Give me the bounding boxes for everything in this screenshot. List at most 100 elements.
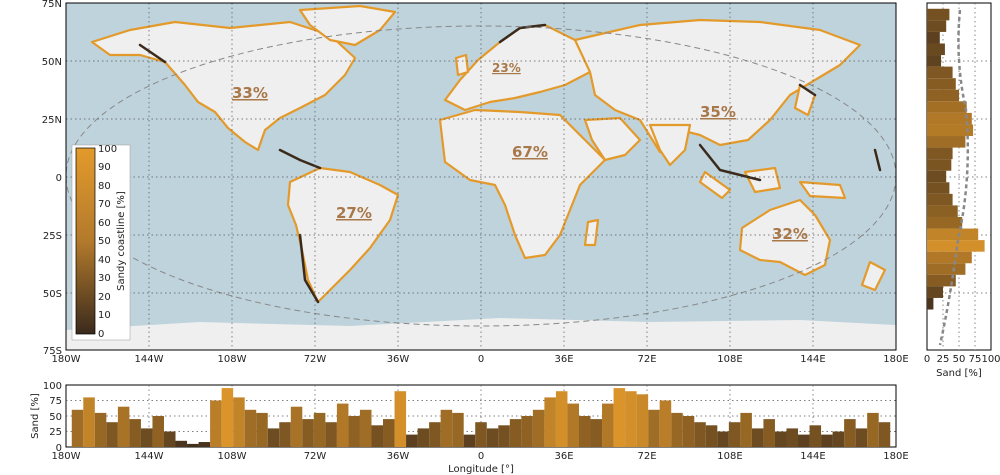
latitude-sand-bar: [927, 20, 947, 32]
longitude-sand-bar: [417, 428, 430, 447]
arabia-land: [583, 116, 642, 162]
bottom-panel-xlabel: Longitude [°]: [448, 464, 514, 475]
latitude-sand-bar: [927, 124, 974, 137]
uk-land: [454, 53, 470, 77]
longitude-sand-bar: [751, 428, 764, 447]
australia-land: [738, 198, 832, 277]
right-xtick: 0: [924, 354, 930, 365]
longitude-sand-bar: [544, 397, 556, 447]
lon-tick: 0: [478, 354, 484, 365]
latitude-sand-bar: [927, 78, 956, 90]
longitude-sand-bar: [844, 419, 856, 447]
longitude-sand-bar: [83, 397, 95, 447]
longitude-sand-bar: [140, 428, 153, 447]
latitude-sand-bar: [927, 112, 972, 125]
continent-percentages: 33% 23% 35% 67% 27% 32%: [232, 61, 808, 243]
madagascar-land: [583, 218, 600, 247]
right-xtick: 50: [953, 354, 966, 365]
south-america-pct: 27%: [336, 204, 372, 222]
south-america-land: [286, 166, 400, 304]
bottom-xtick: 72E: [637, 451, 656, 462]
longitude-sand-bar: [383, 419, 395, 447]
latitude-sand-bar: [927, 159, 952, 171]
bottom-panel-yticks: 100 75 50 25 0: [43, 381, 62, 454]
right-panel-xlabel: Sand [%]: [936, 368, 982, 379]
colorbar-tick: 70: [98, 199, 111, 210]
longitude-sand-bar: [648, 409, 660, 447]
longitude-sand-bar: [705, 425, 718, 447]
bottom-xtick: 180E: [883, 451, 908, 462]
latitude-sand-bar: [927, 263, 966, 275]
latitude-sand-bar: [927, 297, 934, 310]
latitude-sand-bar: [927, 89, 959, 102]
longitude-sand-bar: [348, 416, 360, 447]
lon-tick: 36W: [387, 354, 410, 365]
map-grid: [66, 3, 896, 350]
longitude-sand-bar: [475, 422, 487, 447]
bottom-ytick: 75: [49, 396, 62, 407]
lon-tick: 72E: [637, 354, 656, 365]
longitude-sand-bar: [855, 428, 868, 447]
longitude-sand-bar: [774, 431, 787, 447]
latitude-sand-bar: [927, 66, 953, 79]
right-xtick: 75: [969, 354, 982, 365]
longitude-sand-bar: [809, 425, 822, 447]
longitude-sand-bar: [659, 400, 672, 447]
africa-pct: 67%: [512, 143, 548, 161]
longitude-sand-bar: [233, 397, 245, 447]
longitude-sand-bar: [590, 419, 603, 447]
longitude-sand-bar: [878, 422, 891, 447]
lat-tick: 50S: [43, 289, 62, 300]
map-frame: [65, 2, 897, 351]
longitude-sand-bar: [429, 422, 441, 447]
longitude-sand-bar: [406, 434, 418, 447]
latitude-sand-panel: 0 25 50 75 100 Sand [%]: [924, 2, 1000, 379]
lat-tick: 25S: [43, 231, 62, 242]
world-map: 33% 23% 35% 67% 27% 32% 75N 50N 25N 0 25…: [42, 0, 909, 365]
longitude-sand-bar: [555, 391, 568, 447]
australia-pct: 32%: [772, 225, 808, 243]
longitude-sand-bar: [717, 431, 729, 447]
longitude-sand-bar: [394, 391, 407, 447]
right-xtick: 100: [981, 354, 1000, 365]
colorbar-tick: 80: [98, 181, 111, 192]
colorbar-tick: 90: [98, 162, 111, 173]
bottom-xtick: 36E: [554, 451, 573, 462]
bottom-xtick: 144E: [800, 451, 825, 462]
bottom-xtick: 72W: [304, 451, 327, 462]
longitude-sand-bar: [671, 412, 683, 447]
colorbar-tick: 60: [98, 218, 111, 229]
longitude-sand-bar: [463, 434, 476, 447]
latitude-sand-bar: [927, 136, 966, 148]
longitude-sand-bar: [106, 422, 118, 447]
longitude-sand-bar: [567, 403, 579, 447]
antarctica-land: [66, 318, 896, 350]
bottom-xtick: 144W: [135, 451, 164, 462]
right-panel-reference-curve: [938, 9, 970, 346]
lon-tick: 144E: [800, 354, 825, 365]
longitude-sand-bar: [256, 412, 268, 447]
latitude-sand-bar: [927, 286, 943, 298]
lat-tick: 25N: [42, 115, 62, 126]
longitude-sand-bar: [198, 442, 211, 447]
longitude-sand-bar: [867, 412, 879, 447]
colorbar-tick: 50: [98, 236, 111, 247]
bottom-ytick: 25: [49, 427, 62, 438]
lon-tick: 36E: [554, 354, 573, 365]
longitude-sand-bar: [279, 422, 291, 447]
longitude-sand-bar: [117, 406, 130, 447]
latitude-sand-bar: [927, 205, 958, 217]
longitude-sand-bar: [129, 419, 141, 447]
bottom-xtick: 108E: [717, 451, 742, 462]
colorbar-ticks: 100 90 80 70 60 50 40 30 20 10 0: [98, 144, 117, 340]
asia-land: [573, 18, 862, 154]
greenland-land: [298, 4, 397, 47]
longitude-sand-bar: [832, 431, 845, 447]
colorbar-tick: 20: [98, 292, 111, 303]
latitude-sand-bar: [927, 216, 963, 229]
longitude-sand-bar: [267, 428, 280, 447]
lat-tick: 75S: [43, 346, 62, 357]
bottom-ytick: 0: [56, 443, 62, 454]
colorbar-tick: 0: [98, 329, 104, 340]
lon-tick-labels: 180W 144W 108W 72W 36W 0 36E 72E 108E 14…: [52, 354, 909, 365]
